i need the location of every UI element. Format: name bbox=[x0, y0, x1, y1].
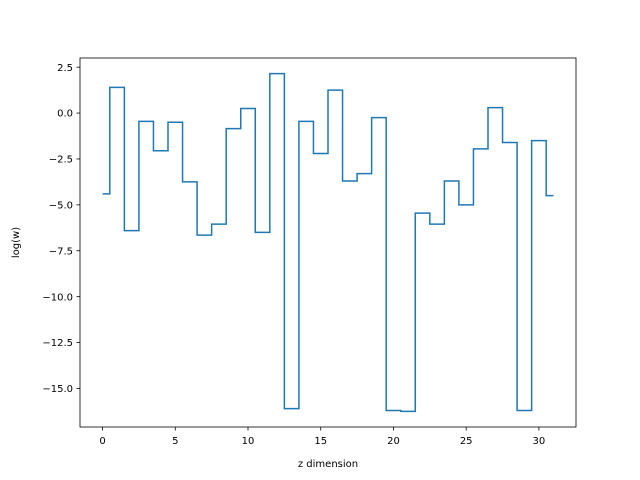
y-axis-ticks: 2.5 0.0 −2.5 −5.0 −7.5 −10.0 −12.5 −15.0 bbox=[42, 63, 80, 395]
y-tick-label: −12.5 bbox=[42, 338, 73, 349]
x-tick-label: 15 bbox=[314, 436, 327, 447]
series-line-0 bbox=[102, 72, 554, 413]
y-tick-label: 0.0 bbox=[57, 109, 73, 120]
x-axis-ticks: 0 5 10 15 20 25 30 bbox=[99, 427, 545, 447]
y-tick-label: −5.0 bbox=[49, 200, 73, 211]
x-tick-label: 30 bbox=[533, 436, 546, 447]
x-tick-label: 5 bbox=[172, 436, 178, 447]
y-tick-label: −2.5 bbox=[49, 155, 73, 166]
y-tick-label: −10.0 bbox=[42, 292, 73, 303]
axes-frame bbox=[79, 57, 577, 428]
y-axis-label: log(w) bbox=[11, 227, 22, 258]
y-tick-label: −15.0 bbox=[42, 384, 73, 395]
y-tick-label: 2.5 bbox=[57, 63, 73, 74]
x-tick-label: 0 bbox=[99, 436, 105, 447]
x-axis-label: z dimension bbox=[298, 459, 358, 470]
plot-area bbox=[102, 72, 554, 413]
x-tick-label: 25 bbox=[460, 436, 473, 447]
y-tick-label: −7.5 bbox=[49, 246, 73, 257]
x-tick-label: 10 bbox=[242, 436, 255, 447]
x-tick-label: 20 bbox=[387, 436, 400, 447]
